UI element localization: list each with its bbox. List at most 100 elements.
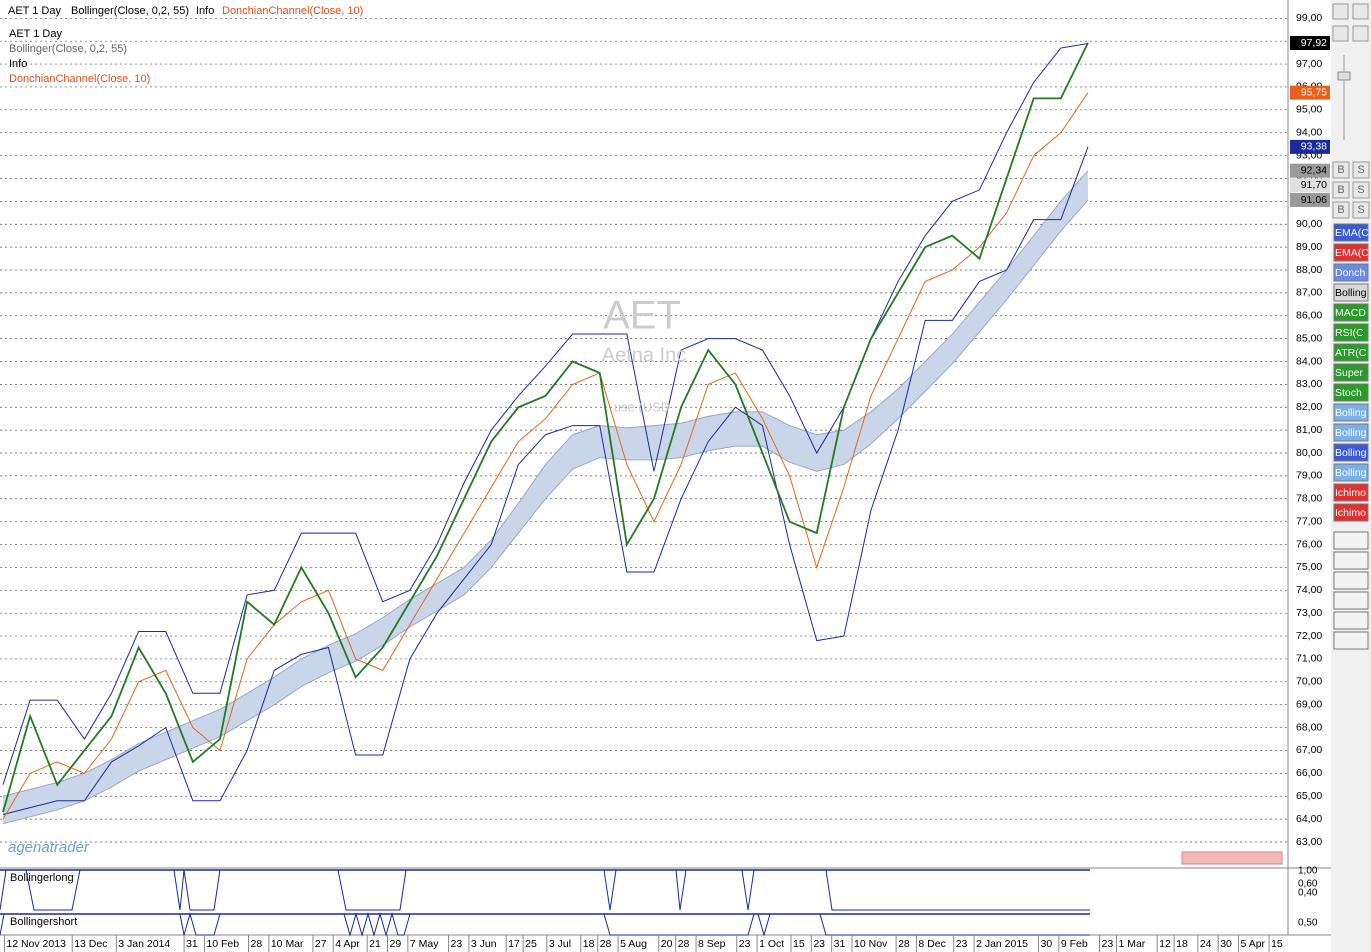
trade-button[interactable] [1332,181,1350,199]
y-tick-label: 64,00 [1296,813,1322,825]
trade-button[interactable] [1352,161,1370,179]
indicator-label: Bolling [1335,407,1367,419]
y-tick-label: 97,00 [1296,58,1322,70]
indicator-label: Bolling [1335,467,1367,479]
indicator-button[interactable] [1333,423,1369,442]
indicator-button[interactable] [1333,283,1369,302]
x-tick-label: 3 Jul [549,938,571,950]
x-tick-label: 3 Jan 2014 [118,938,170,950]
zoom-button[interactable] [1352,3,1369,20]
panel-tick: 1,00 [1298,866,1318,877]
indicator-label: ATR(C [1335,347,1367,359]
indicator-button[interactable] [1333,243,1369,262]
indicator-button[interactable] [1333,323,1369,342]
price-label-box [1290,192,1330,207]
indicator-button[interactable] [1333,363,1369,382]
indicator-label: Bolling [1335,287,1367,299]
y-tick-label: 72,00 [1296,630,1322,642]
x-tick-label: 20 [661,938,673,950]
legend-item: DonchianChannel(Close, 10) [9,73,150,85]
trade-button[interactable] [1352,201,1370,219]
watermark-company: Aetna Inc [602,344,687,366]
search-button[interactable] [1352,25,1369,42]
y-tick-label: 85,00 [1296,332,1322,344]
indicator-button[interactable] [1333,443,1369,462]
x-tick-label: 15 [793,938,805,950]
y-tick-label: 76,00 [1296,538,1322,550]
x-tick-label: 28 [678,938,690,950]
y-tick-label: 84,00 [1296,355,1322,367]
x-tick-label: 23 [813,938,825,950]
x-tick-label: 1 Oct [759,938,784,950]
x-tick-label: 10 Feb [206,938,239,950]
x-tick-label: 3 Jun [471,938,497,950]
series-line [2,92,1089,820]
scroll-button[interactable] [1332,3,1349,20]
legend-item: AET 1 Day [9,28,62,40]
y-tick-label: 75,00 [1296,561,1322,573]
price-label: 92,34 [1301,164,1327,176]
y-tick-label: 95,00 [1296,104,1322,116]
series-line [2,170,1089,797]
drawing-tool[interactable] [1333,551,1369,570]
indicator-button[interactable] [1333,343,1369,362]
price-label-box [1290,139,1330,154]
price-label-box [1290,85,1330,100]
header-donchian: DonchianChannel(Close, 10) [222,5,363,17]
indicator-label: Stoch [1335,387,1362,399]
x-tick-label: 28 [898,938,910,950]
indicator-label: Donch [1335,267,1366,279]
price-label: 91,06 [1301,194,1327,206]
x-tick-label: 30 [1220,938,1232,950]
trade-button-label: S [1357,164,1364,176]
trade-button[interactable] [1332,161,1350,179]
panel-title: Bollingershort [10,916,77,928]
back-button[interactable] [1332,25,1349,42]
indicator-button[interactable] [1333,263,1369,282]
trade-button[interactable] [1332,201,1350,219]
indicator-button[interactable] [1333,403,1369,422]
x-tick-label: 8 Sep [698,938,726,950]
indicator-button[interactable] [1333,383,1369,402]
indicator-button[interactable] [1333,303,1369,322]
drawing-tool[interactable] [1333,611,1369,630]
indicator-button[interactable] [1333,463,1369,482]
y-tick-label: 88,00 [1296,264,1322,276]
drawing-tool[interactable] [1333,631,1369,650]
x-tick-label: 5 Aug [620,938,647,950]
x-tick-label: 30 [1040,938,1052,950]
y-tick-label: 83,00 [1296,378,1322,390]
indicator-button[interactable] [1333,223,1369,242]
indicator-label: MACD [1335,307,1366,319]
trade-button-label: B [1337,184,1344,196]
trade-button-label: B [1337,164,1344,176]
drawing-tool[interactable] [1333,571,1369,590]
x-tick-label: 10 Nov [854,938,888,950]
x-tick-label: 9 Feb [1061,938,1088,950]
y-tick-label: 99,00 [1296,12,1322,24]
x-tick-label: 2 Jan 2015 [976,938,1028,950]
y-tick-label: 87,00 [1296,287,1322,299]
x-tick-label: 23 [451,938,463,950]
trade-button-label: S [1357,204,1364,216]
slider-thumb[interactable] [1337,71,1351,81]
logo: agenatrader [8,839,90,856]
series-line [2,199,1089,825]
drawing-tool[interactable] [1333,591,1369,610]
price-label: 95,75 [1301,86,1327,98]
watermark-symbol: AET [603,294,681,338]
panel-tick: 0,50 [1298,918,1318,929]
drawing-tool[interactable] [1333,531,1369,550]
y-tick-label: 66,00 [1296,767,1322,779]
indicator-button[interactable] [1333,483,1369,502]
y-tick-label: 82,00 [1296,401,1322,413]
trade-button[interactable] [1352,181,1370,199]
watermark-currency: use (USD [614,399,670,414]
x-tick-label: 31 [186,938,198,950]
price-label: 93,38 [1301,141,1327,153]
band-fill [3,170,1088,824]
indicator-button[interactable] [1333,503,1369,522]
trade-button-label: S [1357,184,1364,196]
x-tick-label: 21 [369,938,381,950]
